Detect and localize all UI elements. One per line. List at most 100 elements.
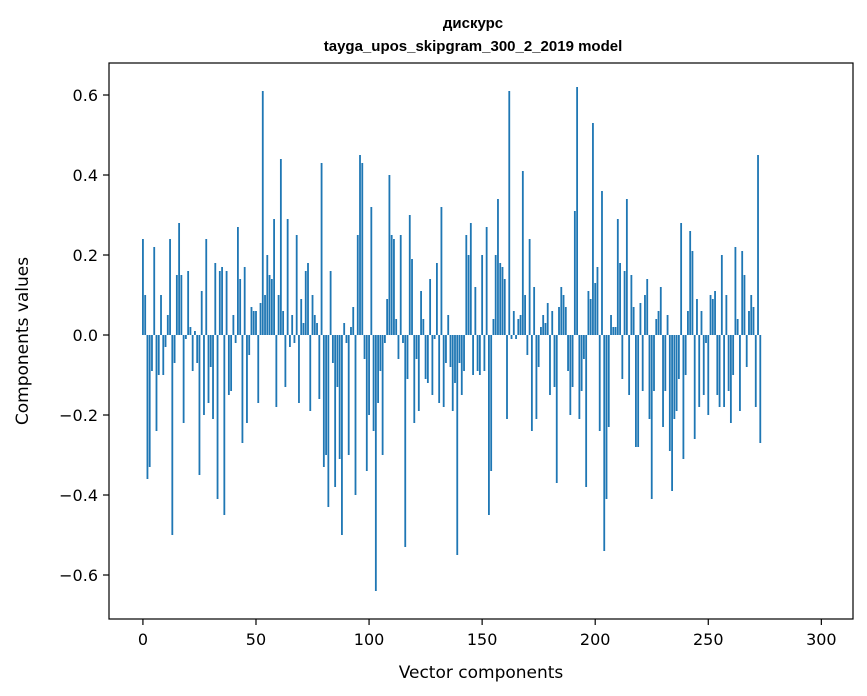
bar-256 xyxy=(720,255,723,335)
bar-24 xyxy=(196,335,199,363)
bar-26 xyxy=(200,291,203,335)
bar-185 xyxy=(560,287,563,335)
bar-20 xyxy=(187,271,190,335)
x-tick-label: 150 xyxy=(467,630,498,649)
bar-263 xyxy=(736,319,739,335)
bar-12 xyxy=(169,239,171,335)
bar-204 xyxy=(603,335,606,551)
bar-69 xyxy=(298,335,300,403)
bar-170 xyxy=(526,335,529,355)
bar-179 xyxy=(546,303,549,335)
bar-173 xyxy=(533,287,536,335)
bar-219 xyxy=(637,335,640,447)
bar-99 xyxy=(365,335,368,471)
bar-71 xyxy=(302,323,305,335)
bar-138 xyxy=(454,335,456,383)
bar-62 xyxy=(282,311,285,335)
x-tick-label: 300 xyxy=(806,630,837,649)
bar-206 xyxy=(607,335,610,427)
bar-28 xyxy=(205,239,208,335)
bar-198 xyxy=(589,299,592,335)
bar-250 xyxy=(707,335,710,415)
x-tick-label: 250 xyxy=(693,630,724,649)
bar-65 xyxy=(289,335,291,347)
bar-42 xyxy=(237,227,239,335)
bar-245 xyxy=(696,299,698,335)
bar-257 xyxy=(723,335,726,407)
bar-9 xyxy=(162,335,165,375)
bar-130 xyxy=(436,263,438,335)
bar-119 xyxy=(411,259,413,335)
bar-102 xyxy=(372,335,375,431)
bar-87 xyxy=(338,335,341,459)
bar-93 xyxy=(352,307,355,335)
bar-29 xyxy=(207,335,210,403)
bar-251 xyxy=(709,295,712,335)
bar-271 xyxy=(754,335,757,407)
bar-96 xyxy=(359,155,361,335)
bar-260 xyxy=(729,335,732,423)
bar-7 xyxy=(157,335,160,375)
bar-92 xyxy=(350,327,352,335)
bar-171 xyxy=(528,239,531,335)
bar-221 xyxy=(641,335,644,391)
bar-51 xyxy=(257,335,260,403)
bar-106 xyxy=(381,335,384,455)
bar-15 xyxy=(175,275,178,335)
bar-36 xyxy=(223,335,226,515)
bar-163 xyxy=(510,335,513,339)
x-axis-ticks: 0 50 100 150 200 250 300 xyxy=(138,619,837,649)
bar-174 xyxy=(535,335,538,419)
bar-123 xyxy=(420,291,422,335)
bar-50 xyxy=(255,311,257,335)
bar-266 xyxy=(743,275,746,335)
bar-101 xyxy=(370,207,373,335)
bar-25 xyxy=(198,335,201,475)
bar-70 xyxy=(300,299,303,335)
bar-268 xyxy=(748,311,750,335)
bar-60 xyxy=(277,295,280,335)
bar-32 xyxy=(214,263,217,335)
bar-200 xyxy=(594,283,597,335)
bar-248 xyxy=(702,335,705,395)
bar-191 xyxy=(573,211,576,335)
bar-1 xyxy=(144,295,147,335)
bar-241 xyxy=(687,311,689,335)
bars xyxy=(142,87,762,591)
bar-149 xyxy=(478,335,481,375)
bar-137 xyxy=(451,335,454,411)
bar-97 xyxy=(361,163,364,335)
bar-136 xyxy=(449,335,452,367)
bar-63 xyxy=(284,335,287,387)
bar-236 xyxy=(675,335,678,411)
bar-135 xyxy=(447,315,450,335)
bar-89 xyxy=(343,323,346,335)
bar-75 xyxy=(311,295,314,335)
bar-103 xyxy=(374,335,377,591)
bar-261 xyxy=(732,335,735,375)
bar-57 xyxy=(270,279,273,335)
bar-194 xyxy=(580,335,583,391)
y-tick-label: 0.6 xyxy=(73,86,98,105)
bar-187 xyxy=(564,307,567,335)
bar-91 xyxy=(347,335,350,455)
bar-18 xyxy=(182,335,185,423)
bar-155 xyxy=(492,319,495,335)
bar-165 xyxy=(515,335,517,339)
y-tick-label: −0.4 xyxy=(59,486,98,505)
bar-56 xyxy=(268,275,271,335)
bar-216 xyxy=(630,275,633,335)
bar-82 xyxy=(327,335,330,507)
plot-frame xyxy=(108,62,854,620)
bar-177 xyxy=(542,315,545,335)
bar-48 xyxy=(250,307,253,335)
bar-258 xyxy=(725,295,728,335)
x-tick-label: 100 xyxy=(354,630,385,649)
bar-254 xyxy=(716,335,719,395)
bar-111 xyxy=(393,239,395,335)
bar-126 xyxy=(426,335,429,383)
bar-255 xyxy=(718,335,721,407)
bar-16 xyxy=(178,223,181,335)
bar-222 xyxy=(644,295,646,335)
